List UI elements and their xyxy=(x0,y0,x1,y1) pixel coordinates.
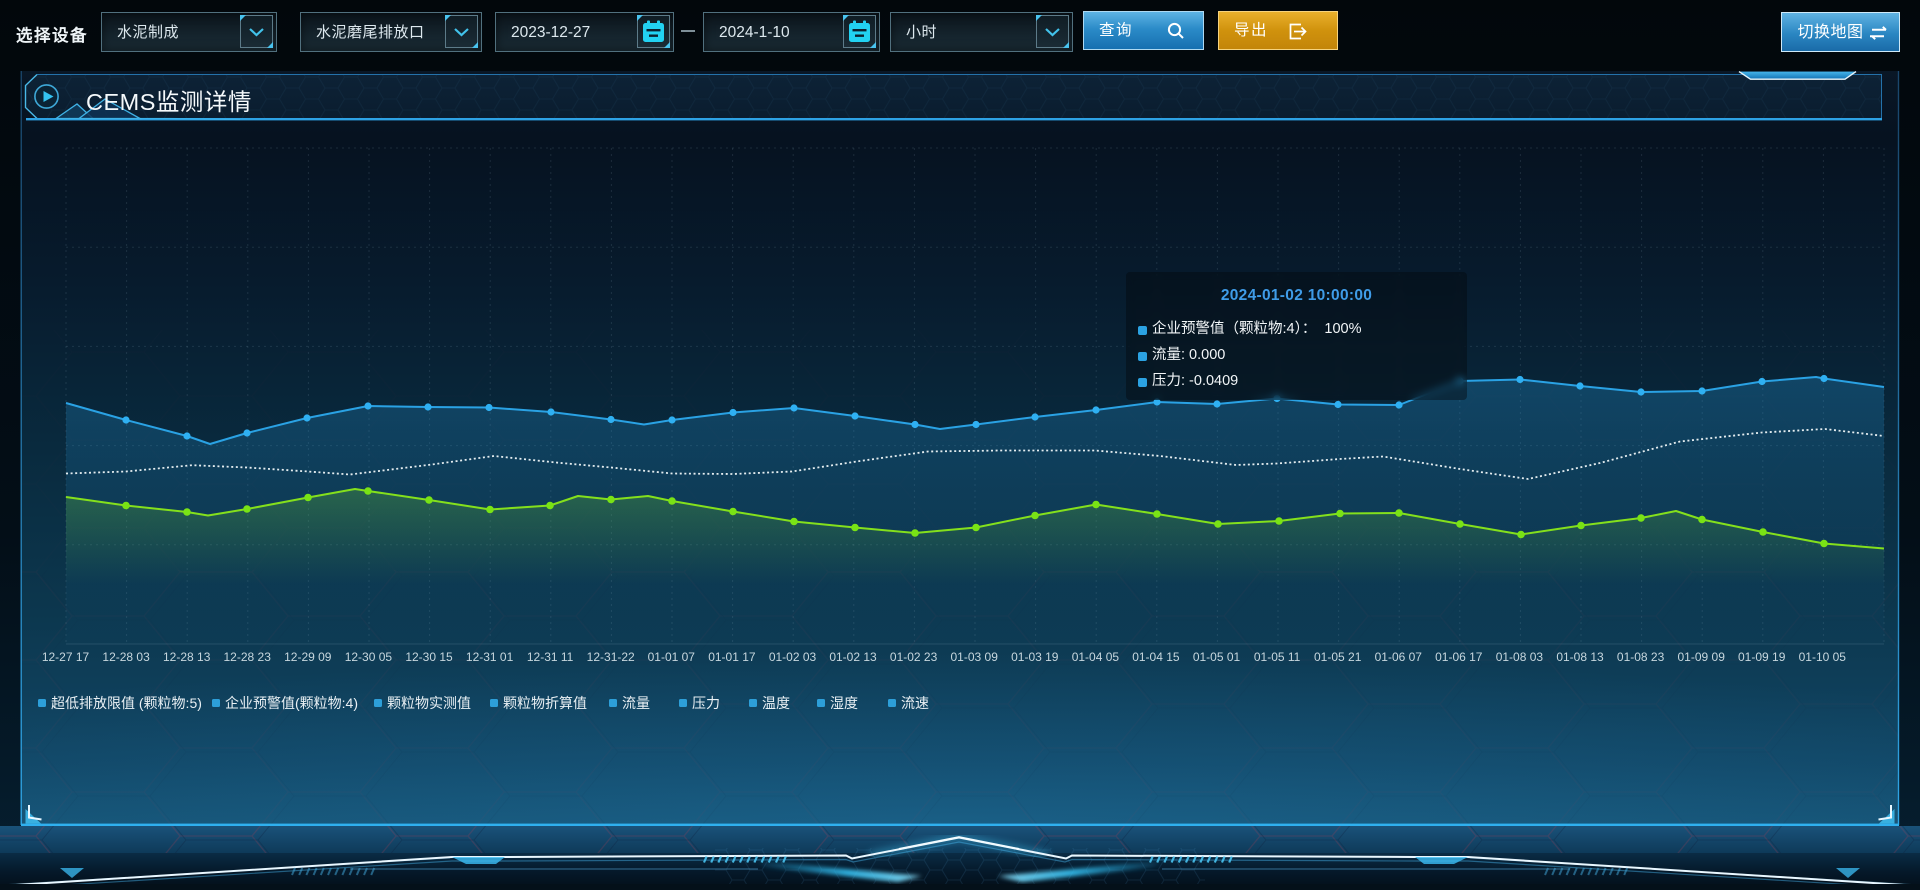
svg-text:12-31-22: 12-31-22 xyxy=(587,650,635,664)
svg-text:01-03 09: 01-03 09 xyxy=(951,650,999,664)
svg-text:12-30 05: 12-30 05 xyxy=(345,650,393,664)
svg-text:12-28 13: 12-28 13 xyxy=(163,650,211,664)
svg-text:01-09 19: 01-09 19 xyxy=(1738,650,1786,664)
svg-text:01-09 09: 01-09 09 xyxy=(1678,650,1726,664)
svg-text:12-30 15: 12-30 15 xyxy=(405,650,453,664)
svg-text:01-06 17: 01-06 17 xyxy=(1435,650,1483,664)
svg-text:01-05 01: 01-05 01 xyxy=(1193,650,1241,664)
svg-text:12-31 11: 12-31 11 xyxy=(527,650,574,664)
svg-text:01-02 03: 01-02 03 xyxy=(769,650,817,664)
svg-text:12-28 23: 12-28 23 xyxy=(224,650,272,664)
svg-text:01-05 11: 01-05 11 xyxy=(1254,650,1301,664)
svg-text:01-01 17: 01-01 17 xyxy=(708,650,756,664)
svg-text:12-27 17: 12-27 17 xyxy=(42,650,90,664)
svg-text:01-04 15: 01-04 15 xyxy=(1132,650,1180,664)
svg-text:01-02 23: 01-02 23 xyxy=(890,650,938,664)
svg-text:01-08 23: 01-08 23 xyxy=(1617,650,1665,664)
svg-text:01-03 19: 01-03 19 xyxy=(1011,650,1059,664)
svg-text:01-08 03: 01-08 03 xyxy=(1496,650,1544,664)
svg-text:01-02 13: 01-02 13 xyxy=(829,650,877,664)
svg-text:01-05 21: 01-05 21 xyxy=(1314,650,1362,664)
svg-text:01-08 13: 01-08 13 xyxy=(1556,650,1604,664)
svg-text:01-06 07: 01-06 07 xyxy=(1375,650,1423,664)
svg-text:01-04 05: 01-04 05 xyxy=(1072,650,1120,664)
svg-text:12-31 01: 12-31 01 xyxy=(466,650,514,664)
svg-text:12-28 03: 12-28 03 xyxy=(102,650,150,664)
svg-text:01-01 07: 01-01 07 xyxy=(648,650,696,664)
svg-text:01-10 05: 01-10 05 xyxy=(1799,650,1847,664)
svg-text:12-29 09: 12-29 09 xyxy=(284,650,332,664)
